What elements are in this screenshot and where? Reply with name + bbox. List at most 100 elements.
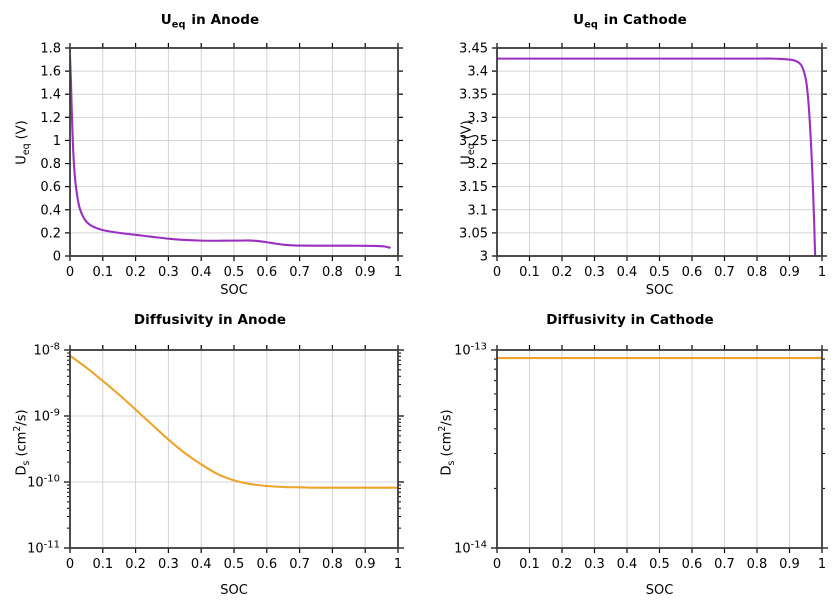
x-tick-label: 1 <box>818 557 826 572</box>
x-axis-label: SOC <box>220 583 248 598</box>
y-tick-label: 1.6 <box>40 65 61 80</box>
y-tick-label: 1.8 <box>40 42 61 57</box>
title-subscript: eq <box>584 19 598 31</box>
x-axis-label: SOC <box>220 283 248 298</box>
y-tick-label: 3.1 <box>467 203 488 218</box>
x-tick-label: 0.7 <box>714 265 735 280</box>
x-tick-label: 0.7 <box>714 557 735 572</box>
x-tick-label: 0.3 <box>158 265 179 280</box>
x-tick-label: 0.9 <box>355 265 376 280</box>
title-symbol: U <box>160 12 172 28</box>
panel-title: Diffusivity in Cathode <box>420 312 840 328</box>
y-tick-label: 0.4 <box>40 203 61 218</box>
x-tick-label: 0.6 <box>256 557 277 572</box>
x-tick-label: 0.1 <box>92 265 113 280</box>
x-tick-label: 0.7 <box>289 265 310 280</box>
x-tick-label: 0.5 <box>649 265 670 280</box>
x-tick-label: 0.2 <box>552 265 573 280</box>
y-tick-label: 0.8 <box>40 157 61 172</box>
x-tick-label: 0.4 <box>191 557 212 572</box>
y-tick-label: 10-11 <box>27 540 60 557</box>
panel-title: Ueq in Anode <box>0 12 420 31</box>
x-tick-label: 0.1 <box>519 557 540 572</box>
x-tick-label: 0.3 <box>584 265 605 280</box>
y-tick-label: 3.35 <box>459 88 488 103</box>
y-tick-label: 10-13 <box>454 342 487 359</box>
x-axis-label: SOC <box>645 583 674 598</box>
y-tick-label: 0.2 <box>40 226 61 241</box>
x-tick-label: 0.8 <box>322 557 343 572</box>
x-tick-label: 0.2 <box>125 557 146 572</box>
x-tick-label: 0.3 <box>158 557 179 572</box>
plot-frame <box>496 349 823 549</box>
y-tick-label: 10-14 <box>454 540 487 557</box>
plot-frame <box>69 349 399 549</box>
y-tick-label: 3.15 <box>459 180 488 195</box>
x-tick-label: 0.9 <box>355 557 376 572</box>
x-tick-label: 0.4 <box>617 265 638 280</box>
y-tick-label: 1 <box>53 134 61 149</box>
title-rest: in Anode <box>186 12 260 28</box>
panel-ueq-cathode: Ueq in Cathode Ueq (V) SOC 0 0.1 0.2 0.3 0.4… <box>420 0 840 300</box>
plot-area-diffusivity-anode: 0 0.1 0.2 0.3 0.4 0.5 0.6 0.7 0.8 0.9 1 10-11 10-10 1… <box>27 342 404 572</box>
y-tick-label: 3.3 <box>467 111 488 126</box>
x-tick-label: 0.8 <box>747 265 768 280</box>
x-tick-label: 0 <box>66 265 74 280</box>
title-symbol: U <box>573 12 585 28</box>
title-rest: in Cathode <box>598 12 687 28</box>
x-tick-label: 0.1 <box>519 265 540 280</box>
series-line <box>497 57 817 256</box>
x-tick-label: 0.6 <box>682 265 703 280</box>
x-tick-label: 1 <box>394 557 402 572</box>
x-tick-label: 0.1 <box>92 557 113 572</box>
x-tick-label: 0.4 <box>191 265 212 280</box>
x-tick-label: 0.9 <box>779 557 800 572</box>
title-subscript: eq <box>171 19 186 31</box>
y-tick-label: 3.4 <box>467 65 488 80</box>
y-tick-label: 1.4 <box>40 88 61 103</box>
y-tick-label: 0 <box>53 250 61 265</box>
x-tick-label: 0.7 <box>289 557 310 572</box>
x-tick-label: 0.9 <box>779 265 800 280</box>
x-tick-label: 0.5 <box>224 557 245 572</box>
x-tick-label: 0.8 <box>747 557 768 572</box>
x-tick-label: 0.2 <box>552 557 573 572</box>
y-tick-label: 3.05 <box>459 226 488 241</box>
series-line <box>70 354 398 489</box>
panel-diffusivity-anode: Diffusivity in Anode Ds (cm2/s) SOC 0 0.1… <box>0 300 420 600</box>
plot-frame <box>69 47 399 257</box>
y-tick-label: 3.2 <box>467 157 488 172</box>
x-tick-label: 0.3 <box>584 557 605 572</box>
x-tick-label: 1 <box>394 265 402 280</box>
y-tick-label: 3.25 <box>459 134 488 149</box>
title-rest: Diffusivity in Anode <box>133 312 287 328</box>
panel-ueq-anode: Ueq in Anode Ueq (V) SOC 0 0.1 0.2 0.3 0.4 0.… <box>0 0 420 300</box>
plot-frame <box>496 47 823 257</box>
y-tick-label: 10-10 <box>27 474 60 491</box>
x-tick-label: 0 <box>66 557 74 572</box>
y-tick-label: 3.45 <box>459 42 488 57</box>
x-tick-label: 0.5 <box>224 265 245 280</box>
x-axis-label: SOC <box>645 283 674 298</box>
x-tick-label: 0.2 <box>125 265 146 280</box>
plot-area-ueq-anode: 0 0.1 0.2 0.3 0.4 0.5 0.6 0.7 0.8 0.9 1 0 0.2 0.4 0.6 0… <box>40 42 403 280</box>
x-tick-label: 0.5 <box>649 557 670 572</box>
x-tick-label: 0.8 <box>322 265 343 280</box>
x-tick-label: 1 <box>818 265 826 280</box>
panel-title: Ueq in Cathode <box>420 12 840 31</box>
x-tick-label: 0.6 <box>682 557 703 572</box>
panel-title: Diffusivity in Anode <box>0 312 420 328</box>
x-tick-label: 0.6 <box>256 265 277 280</box>
plot-area-diffusivity-cathode: 0 0.1 0.2 0.3 0.4 0.5 0.6 0.7 0.8 0.9 1 10-14 10-13 <box>454 342 828 572</box>
y-tick-label: 0.6 <box>40 180 61 195</box>
series-line <box>70 55 391 249</box>
y-tick-label: 3 <box>480 250 488 265</box>
x-tick-label: 0 <box>493 265 501 280</box>
x-tick-label: 0.4 <box>617 557 638 572</box>
y-tick-label: 10-8 <box>33 342 60 359</box>
y-tick-label: 10-9 <box>33 408 60 425</box>
plot-area-ueq-cathode: 0 0.1 0.2 0.3 0.4 0.5 0.6 0.7 0.8 0.9 1 3 3.05 3.1 3.1… <box>459 42 827 280</box>
title-rest: Diffusivity in Cathode <box>546 312 714 328</box>
